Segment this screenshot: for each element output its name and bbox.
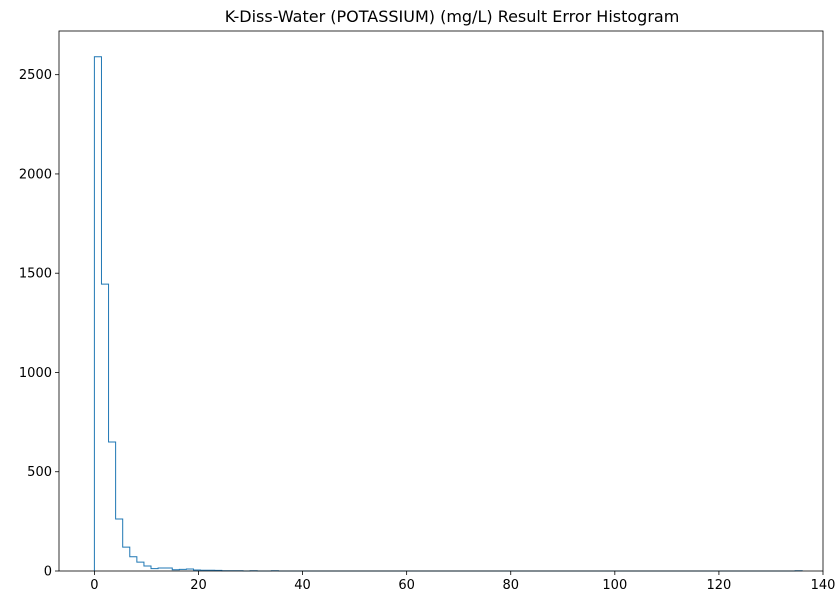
- x-tick-label: 60: [398, 578, 415, 593]
- chart-title: K-Diss-Water (POTASSIUM) (mg/L) Result E…: [225, 7, 680, 26]
- x-tick-label: 120: [706, 578, 731, 593]
- y-tick-label: 500: [27, 465, 52, 480]
- y-axis: 0 500 1000 1500 2000 2500: [19, 68, 59, 580]
- y-tick-label: 2500: [19, 68, 52, 83]
- y-tick-label: 1500: [19, 267, 52, 282]
- x-axis: 0 20 40 60 80 100 120 140: [90, 571, 835, 593]
- x-tick-label: 0: [90, 578, 98, 593]
- x-tick-label: 100: [602, 578, 627, 593]
- x-tick-label: 40: [294, 578, 311, 593]
- x-tick-label: 80: [502, 578, 519, 593]
- x-tick-label: 140: [811, 578, 836, 593]
- x-tick-label: 20: [190, 578, 207, 593]
- y-tick-label: 1000: [19, 366, 52, 381]
- plot-area: [58, 30, 824, 572]
- y-tick-label: 0: [44, 565, 52, 580]
- histogram-step-line: [93, 56, 803, 572]
- y-tick-label: 2000: [19, 167, 52, 182]
- axes-frame: [58, 30, 824, 572]
